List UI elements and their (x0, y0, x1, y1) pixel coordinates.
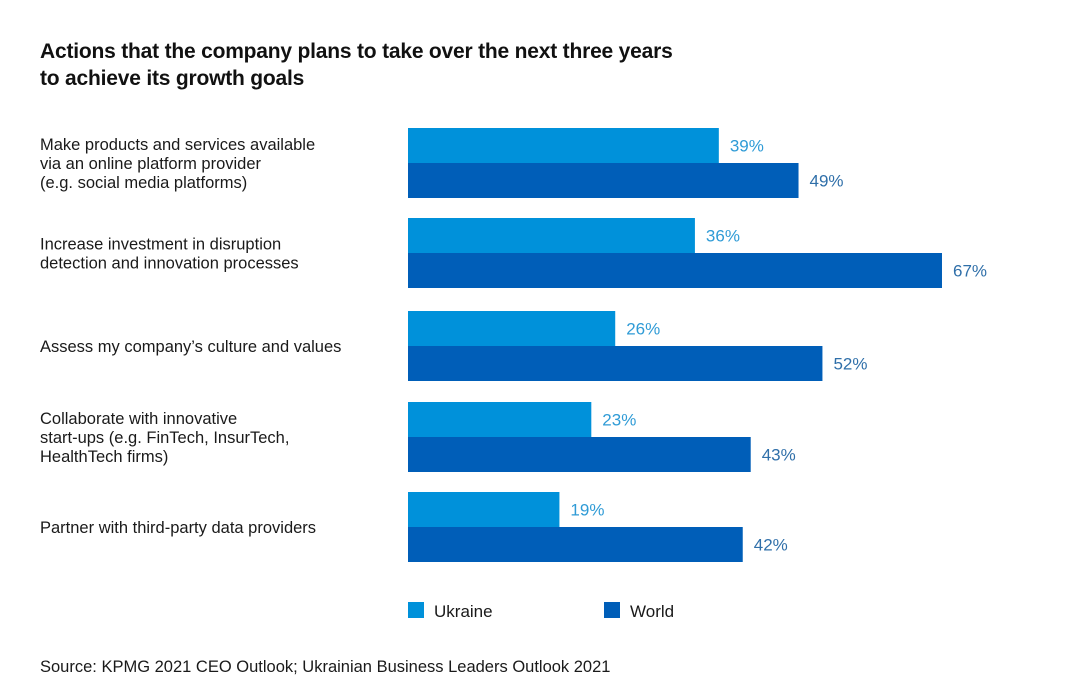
bar-world (408, 527, 743, 562)
category-label-line: Make products and services available (40, 136, 315, 154)
category-label-line: Collaborate with innovative (40, 410, 237, 428)
value-label-ukraine: 19% (570, 501, 604, 520)
value-label-world: 43% (762, 446, 796, 465)
bar-world (408, 437, 751, 472)
category-label: Partner with third-party data providers (40, 519, 316, 537)
legend-swatch-world (604, 602, 620, 618)
category-label: Assess my company’s culture and values (40, 338, 341, 356)
value-label-world: 52% (833, 355, 867, 374)
category-label-line: Increase investment in disruption (40, 236, 281, 254)
value-label-world: 42% (754, 536, 788, 555)
bar-ukraine (408, 492, 560, 527)
legend-swatch-ukraine (408, 602, 424, 618)
legend: Ukraine World (408, 602, 674, 621)
bars (408, 128, 942, 562)
category-label: Make products and services available via … (40, 136, 315, 192)
value-label-ukraine: 23% (602, 411, 636, 430)
bar-world (408, 163, 799, 198)
legend-label-ukraine: Ukraine (434, 602, 493, 621)
value-label-ukraine: 39% (730, 137, 764, 156)
legend-label-world: World (630, 602, 674, 621)
bar-ukraine (408, 402, 592, 437)
source-note: Source: KPMG 2021 CEO Outlook; Ukrainian… (40, 658, 611, 676)
bar-world (408, 346, 823, 381)
value-labels: 39% 49% 36% 67% 26% 52% 23% 43% 19% 42% (570, 137, 987, 555)
value-label-ukraine: 36% (706, 227, 740, 246)
chart-title: Actions that the company plans to take o… (40, 40, 673, 90)
category-label-line: HealthTech firms) (40, 448, 168, 466)
category-label-line: start-ups (e.g. FinTech, InsurTech, (40, 429, 289, 447)
value-label-world: 67% (953, 262, 987, 281)
category-label: Increase investment in disruption detecti… (40, 236, 299, 273)
bar-ukraine (408, 128, 719, 163)
value-label-ukraine: 26% (626, 320, 660, 339)
bar-world (408, 253, 942, 288)
category-label-line: (e.g. social media platforms) (40, 174, 247, 192)
value-label-world: 49% (810, 172, 844, 191)
category-label-line: Partner with third-party data providers (40, 519, 316, 537)
category-label: Collaborate with innovative start-ups (e.… (40, 410, 289, 466)
bar-ukraine (408, 311, 616, 346)
bar-ukraine (408, 218, 695, 253)
category-label-line: Assess my company’s culture and values (40, 338, 341, 356)
category-label-line: via an online platform provider (40, 155, 262, 173)
category-labels: Make products and services available via … (40, 136, 341, 537)
category-label-line: detection and innovation processes (40, 255, 299, 273)
